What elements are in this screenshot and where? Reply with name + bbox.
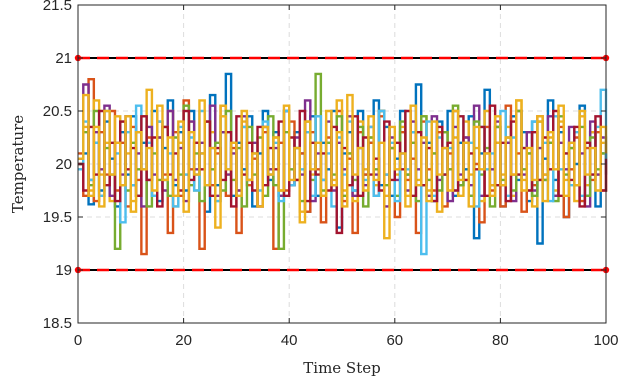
tick-marks <box>77 4 607 324</box>
y-tick-label: 19.5 <box>43 209 72 226</box>
y-tick-label: 20.5 <box>43 103 72 120</box>
x-tick-label: 100 <box>593 332 618 349</box>
x-axis-label: Time Step <box>303 359 380 377</box>
bounds-group <box>74 54 610 274</box>
y-tick-label: 18.5 <box>43 315 72 332</box>
x-tick-label: 20 <box>175 332 192 349</box>
y-axis-label: Temperature <box>9 115 27 213</box>
x-tick-label: 60 <box>386 332 403 349</box>
x-tick-label: 40 <box>281 332 298 349</box>
x-tick-labels: 0 20 40 60 80 100 <box>74 332 619 349</box>
y-tick-label: 21.5 <box>43 0 72 14</box>
series-group <box>78 72 608 256</box>
x-tick-label: 80 <box>492 332 509 349</box>
x-tick-label: 0 <box>74 332 82 349</box>
y-tick-label: 21 <box>55 50 72 67</box>
y-tick-label: 20 <box>55 156 72 173</box>
series-line-8 <box>78 93 608 240</box>
y-tick-labels: 18.5 19 19.5 20 20.5 21 21.5 <box>43 0 72 332</box>
y-tick-label: 19 <box>55 262 72 279</box>
